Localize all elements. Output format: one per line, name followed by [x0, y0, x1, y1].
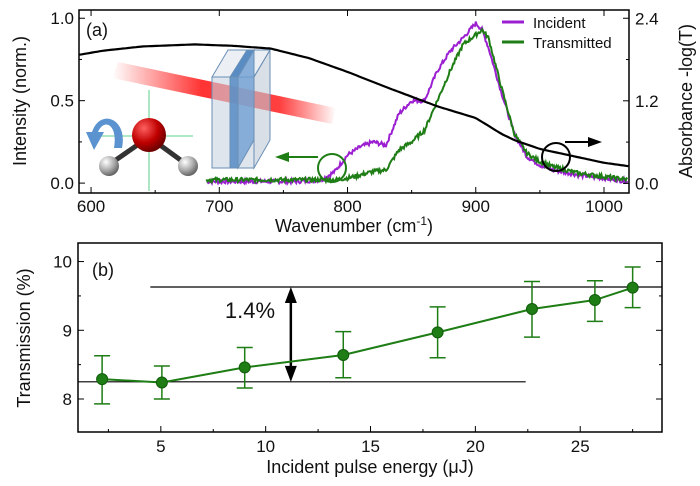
panel-a: 600 700 800 900 1000 0.0 0.5 1.0 0.0 1.2 2.4 — [50, 9, 658, 216]
absorbance-line — [79, 43, 629, 168]
x-tick-label: 600 — [77, 197, 105, 216]
panel-a-right-axis-title: Absorbance -log(T) — [676, 24, 696, 178]
arrow-down-icon — [284, 365, 297, 382]
arrow-left-icon — [275, 152, 289, 162]
data-point — [626, 281, 639, 294]
cuvette-icon — [211, 48, 271, 170]
arrow-up-icon — [284, 286, 297, 303]
data-point — [238, 361, 251, 374]
y-tick-label: 8 — [63, 390, 72, 409]
data-point — [525, 302, 538, 315]
legend-label-transmitted: Transmitted — [533, 35, 612, 52]
y-tick-label: 0.5 — [50, 92, 74, 111]
data-point — [431, 326, 444, 339]
x-tick-label: 25 — [571, 437, 590, 456]
y-tick-label: 0.0 — [50, 174, 74, 193]
x-tick-label: 20 — [466, 437, 485, 456]
data-point — [155, 376, 168, 389]
x-tick-label: 1000 — [585, 197, 623, 216]
rotation-arrow-icon — [86, 118, 123, 150]
right-axis-indicator — [541, 137, 602, 172]
panel-a-y-axis-title: Intensity (norm.) — [10, 36, 30, 166]
left-axis-indicator — [275, 152, 347, 183]
data-point — [588, 294, 601, 307]
water-molecule-icon — [86, 90, 198, 191]
illustration — [86, 48, 336, 191]
x-tick-label: 800 — [333, 197, 361, 216]
y-tick-label: 10 — [53, 253, 72, 272]
data-point — [337, 349, 350, 362]
arrow-right-icon — [588, 137, 602, 147]
x-tick-label: 900 — [462, 197, 490, 216]
x-tick-label: 700 — [205, 197, 233, 216]
panel-b-y-axis-title: Transmission (%) — [14, 268, 34, 407]
legend-label-incident: Incident — [533, 15, 586, 32]
x-tick-label: 10 — [256, 437, 275, 456]
y-tick-label: 9 — [63, 321, 72, 340]
panel-b: 5 10 15 20 25 8 9 10 — [53, 242, 663, 456]
right-y-tick-label: 1.2 — [635, 92, 659, 111]
panel-a-plot-frame — [78, 9, 630, 194]
right-y-tick-label: 0.0 — [635, 174, 659, 193]
panel-a-label: (a) — [86, 20, 108, 40]
panel-b-label: (b) — [92, 260, 114, 280]
panel-b-plot-frame — [77, 242, 663, 433]
panel-b-x-axis-title: Incident pulse energy (μJ) — [266, 457, 473, 477]
panel-a-x-axis-title: Wavenumber (cm-1) — [275, 214, 433, 236]
transmission-line — [102, 286, 633, 384]
data-point — [96, 373, 109, 386]
transmitted-spectrum-line — [205, 27, 629, 185]
difference-annotation: 1.4% — [225, 298, 275, 323]
legend: Incident Transmitted — [502, 15, 612, 52]
right-y-tick-label: 2.4 — [635, 9, 659, 28]
y-tick-label: 1.0 — [50, 9, 74, 28]
x-tick-label: 5 — [156, 437, 165, 456]
x-tick-label: 15 — [361, 437, 380, 456]
